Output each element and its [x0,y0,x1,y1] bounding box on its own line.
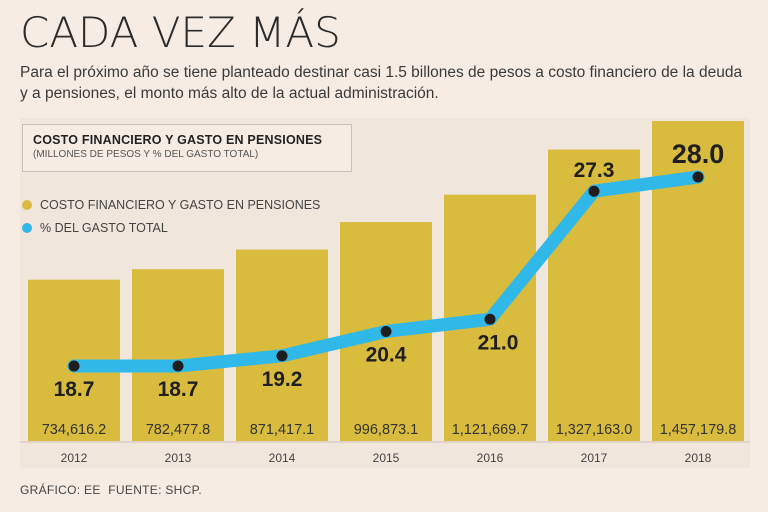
percent-label: 21.0 [478,331,519,354]
legend-label-cost: COSTO FINANCIERO Y GASTO EN PENSIONES [40,198,321,212]
legend-item-percent: % DEL GASTO TOTAL [22,221,168,235]
percent-point-2013 [172,360,184,372]
intro-text: Para el próximo año se tiene planteado d… [20,64,743,102]
percent-point-2016 [484,313,496,325]
chart-title: COSTO FINANCIERO Y GASTO EN PENSIONES [33,133,323,147]
x-tick-label: 2018 [685,451,712,465]
bar-2013 [132,269,224,441]
x-tick-label: 2012 [61,451,88,465]
percent-point-2015 [380,325,392,337]
percent-label: 18.7 [54,378,95,401]
percent-label: 28.0 [672,139,725,169]
bar-value-label: 1,327,163.0 [556,422,633,438]
bar-value-label: 1,121,669.7 [452,422,529,438]
percent-label: 27.3 [574,159,615,182]
legend-dot-blue [22,223,32,233]
footer-graphic: GRÁFICO: EE [20,483,101,497]
footer-source: FUENTE: SHCP. [108,483,202,497]
x-tick-label: 2013 [165,451,192,465]
bar-2018 [652,121,744,441]
footer: GRÁFICO: EE FUENTE: SHCP. [20,483,206,497]
percent-label: 18.7 [158,378,199,401]
percent-label: 19.2 [262,368,303,391]
chart-subtitle: (MILLONES DE PESOS Y % DEL GASTO TOTAL) [33,149,259,160]
percent-point-2018 [692,171,704,183]
legend-box: COSTO FINANCIERO Y GASTO EN PENSIONES (M… [22,124,352,172]
x-tick-label: 2016 [477,451,504,465]
percent-point-2014 [276,350,288,362]
legend-label-percent: % DEL GASTO TOTAL [40,221,168,235]
x-tick-label: 2017 [581,451,608,465]
bar-value-label: 734,616.2 [42,422,107,438]
x-tick-label: 2015 [373,451,400,465]
legend-dot-gold [22,200,32,210]
bar-value-label: 871,417.1 [250,422,315,438]
legend-item-cost: COSTO FINANCIERO Y GASTO EN PENSIONES [22,198,320,212]
page-title: CADA VEZ MÁS [20,8,341,57]
percent-label: 20.4 [366,343,407,366]
percent-point-2012 [68,360,80,372]
x-tick-label: 2014 [269,451,296,465]
bar-value-label: 996,873.1 [354,422,419,438]
percent-point-2017 [588,185,600,197]
bar-value-label: 782,477.8 [146,422,211,438]
bar-value-label: 1,457,179.8 [660,422,737,438]
